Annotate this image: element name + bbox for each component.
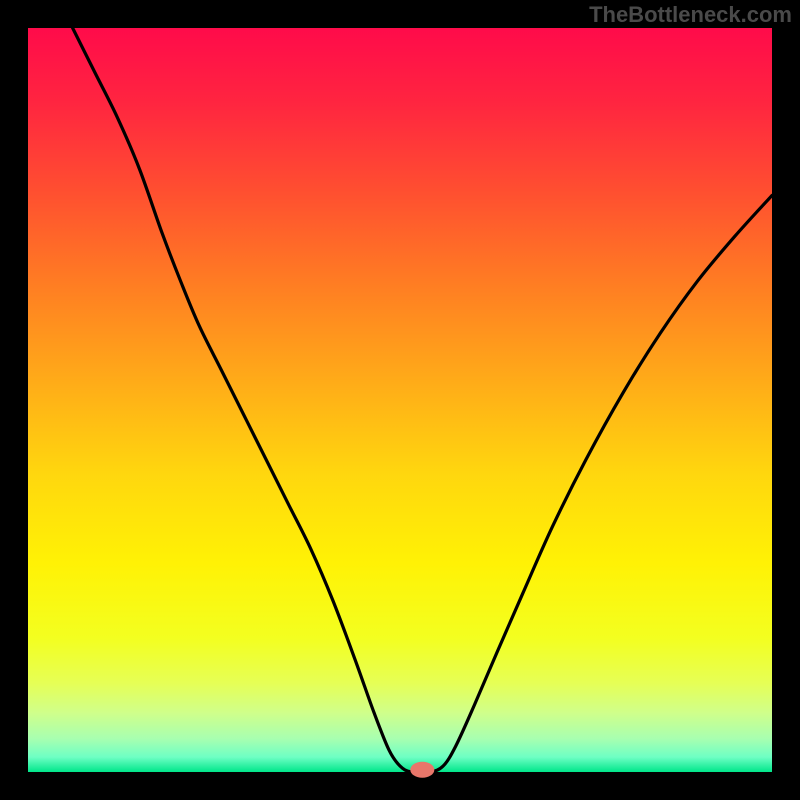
optimal-marker [410, 762, 434, 778]
plot-background [28, 28, 772, 772]
watermark-text: TheBottleneck.com [589, 2, 792, 28]
bottleneck-chart [0, 0, 800, 800]
